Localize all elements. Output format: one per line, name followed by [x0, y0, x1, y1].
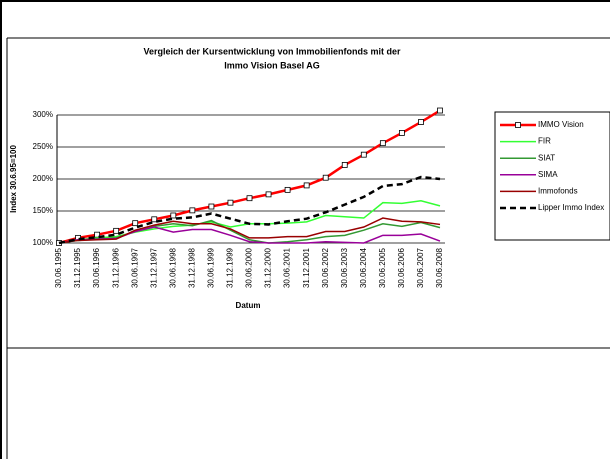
point-marker [189, 207, 196, 214]
legend-marker [515, 122, 521, 128]
point-marker [113, 227, 120, 234]
x-tick-label: 31.12.2001 [302, 247, 311, 288]
point-marker [379, 140, 386, 147]
chart-title: Immo Vision Basel AG [224, 60, 320, 70]
x-tick-label: 30.06.1997 [130, 247, 139, 288]
legend-label: Lipper Immo Index [538, 203, 604, 212]
x-axis-title: Datum [236, 301, 261, 310]
y-tick-label: 100% [33, 238, 53, 247]
series-line [58, 175, 441, 245]
legend-label: Immofonds [538, 187, 578, 196]
x-tick-label: 30.06.2000 [245, 247, 254, 288]
point-marker [322, 174, 329, 181]
point-marker [303, 182, 310, 189]
x-tick-label: 31.12.2000 [264, 247, 273, 288]
y-tick-label: 150% [33, 206, 53, 215]
x-tick-label: 30.06.2008 [435, 247, 444, 288]
point-marker [227, 199, 234, 206]
x-tick-label: 30.06.2002 [321, 247, 330, 288]
point-marker [284, 186, 291, 193]
legend-label: IMMO Vision [538, 120, 584, 129]
point-marker [265, 191, 272, 198]
x-tick-label: 30.06.2001 [283, 247, 292, 288]
legend-box [494, 111, 610, 241]
point-marker [341, 162, 348, 168]
x-tick-label: 30.06.1998 [168, 247, 177, 288]
legend-label: FIR [538, 137, 551, 146]
x-tick-label: 31.12.1996 [111, 247, 120, 288]
point-marker [246, 195, 253, 202]
x-tick-label: 31.12.1997 [149, 247, 158, 288]
point-marker [360, 151, 367, 158]
point-marker [418, 119, 424, 125]
point-marker [170, 212, 177, 219]
x-tick-label: 31.12.1995 [73, 247, 82, 288]
x-tick-label: 30.06.2005 [378, 247, 387, 288]
x-tick-label: 30.06.1995 [54, 247, 63, 288]
x-tick-label: 30.06.1999 [207, 247, 216, 288]
x-tick-label: 30.06.2007 [416, 247, 425, 288]
legend-label: SIAT [538, 153, 555, 162]
point-marker [132, 220, 139, 227]
x-tick-label: 31.12.1999 [226, 247, 235, 288]
point-marker [151, 216, 158, 223]
x-tick-label: 30.06.1996 [92, 247, 101, 288]
x-tick-label: 30.06.2003 [340, 247, 349, 288]
y-tick-label: 200% [33, 174, 53, 183]
series-line [58, 217, 441, 244]
point-marker [437, 107, 443, 114]
y-tick-label: 300% [33, 110, 53, 119]
x-tick-label: 30.06.2004 [359, 247, 368, 288]
legend-label: SIMA [538, 170, 558, 179]
y-axis-title: Index 30.6.95=100 [9, 145, 18, 213]
x-tick-label: 31.12.1998 [187, 247, 196, 288]
point-marker [208, 203, 215, 210]
y-tick-label: 250% [33, 142, 53, 151]
x-tick-label: 30.06.2006 [397, 247, 406, 288]
point-marker [398, 130, 405, 136]
chart-title: Vergleich der Kursentwicklung von Immobi… [143, 46, 401, 56]
